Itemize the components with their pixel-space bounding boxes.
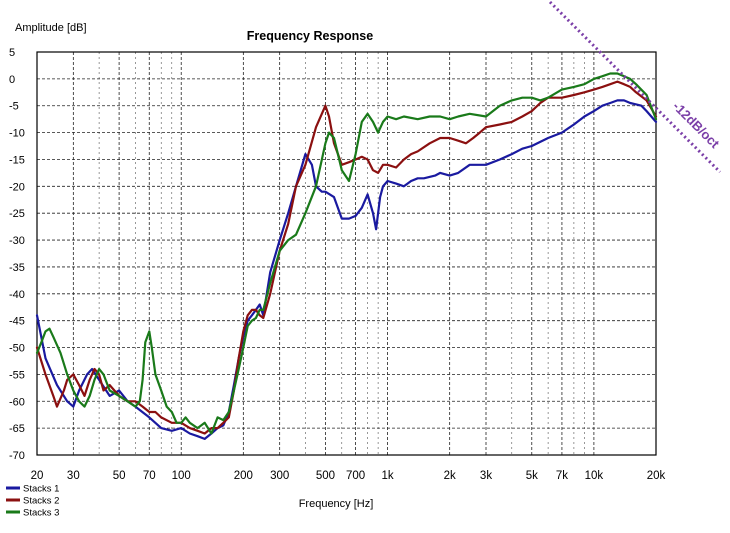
series-lines — [35, 72, 658, 440]
y-tick-label: 5 — [9, 47, 15, 59]
x-tick-label: 2k — [444, 470, 456, 482]
y-tick-label: -40 — [9, 289, 25, 301]
y-tick-label: -65 — [9, 423, 25, 435]
legend-label: Stacks 3 — [23, 508, 59, 519]
y-tick-label: -55 — [9, 369, 25, 381]
y-tick-label: -10 — [9, 128, 25, 140]
x-axis-label: Frequency [Hz] — [299, 498, 374, 510]
x-tick-label: 20 — [31, 470, 44, 482]
x-tick-label: 200 — [234, 470, 253, 482]
x-tick-label: 30 — [67, 470, 80, 482]
y-tick-label: -5 — [9, 101, 19, 113]
x-tick-label: 100 — [172, 470, 191, 482]
x-tick-label: 1k — [381, 470, 393, 482]
slope-annotation-line — [548, 0, 722, 174]
y-tick-label: -50 — [9, 343, 25, 355]
y-tick-label: -70 — [9, 450, 25, 462]
x-tick-label: 10k — [585, 470, 604, 482]
y-tick-label: -25 — [9, 208, 25, 220]
series-line-stacks-3 — [35, 72, 658, 435]
y-axis-ticks: 5 0 -5 -10 -15 -20 -25 -30 -35 -40 -45 -50 -55 -60 -65… — [9, 47, 25, 462]
x-tick-label: 700 — [346, 470, 365, 482]
x-tick-label: 70 — [143, 470, 156, 482]
y-axis-label: Amplitude [dB] — [15, 22, 87, 34]
plot-background — [37, 52, 656, 455]
x-tick-label: 20k — [647, 470, 666, 482]
legend-label: Stacks 1 — [23, 484, 59, 495]
x-tick-label: 5k — [526, 470, 538, 482]
x-tick-label: 7k — [556, 470, 568, 482]
plot-frame — [36, 51, 657, 456]
y-tick-label: -20 — [9, 181, 25, 193]
y-tick-label: -60 — [9, 396, 25, 408]
x-tick-label: 300 — [270, 470, 289, 482]
slope-annotation-label: -12dB/oct — [670, 99, 723, 152]
x-tick-label: 3k — [480, 470, 492, 482]
x-tick-label: 50 — [113, 470, 126, 482]
y-tick-label: -45 — [9, 316, 25, 328]
x-axis-ticks: 20 30 50 70 100 200 300 500 700 1k 2k 3k 5k 7k 10k 20k — [31, 470, 666, 482]
chart-title: Frequency Response — [247, 29, 373, 43]
legend-label: Stacks 2 — [23, 496, 59, 507]
y-tick-label: 0 — [9, 74, 15, 86]
grid — [36, 51, 657, 456]
y-tick-label: -15 — [9, 154, 25, 166]
x-tick-label: 500 — [316, 470, 335, 482]
y-tick-label: -30 — [9, 235, 25, 247]
y-tick-label: -35 — [9, 262, 25, 274]
series-line-stacks-1 — [35, 99, 658, 440]
